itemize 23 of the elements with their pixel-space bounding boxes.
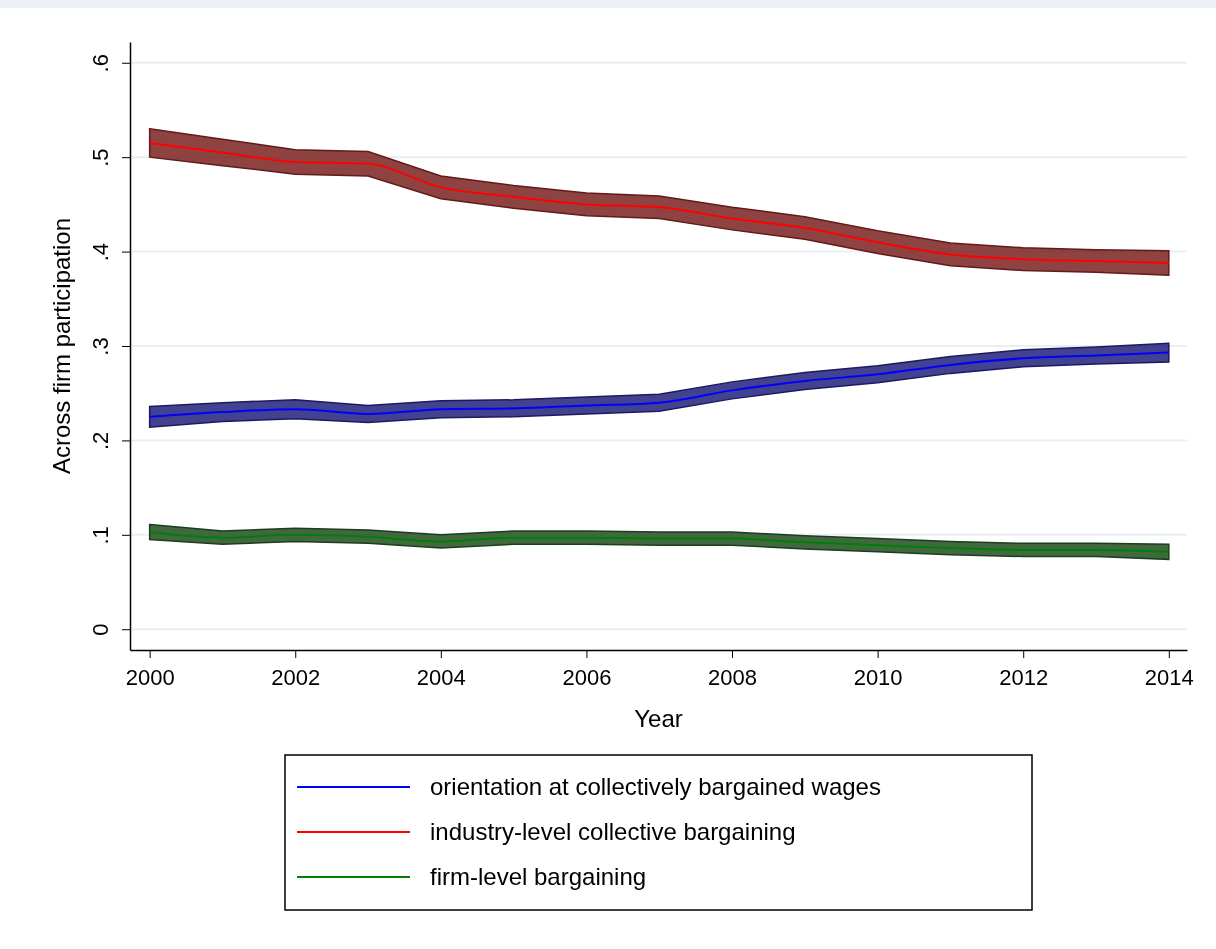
x-tick-label: 2006: [562, 665, 612, 691]
x-tick-label: 2000: [125, 665, 175, 691]
y-tick-label: .5: [88, 148, 113, 167]
x-tick-label: 2012: [999, 665, 1049, 691]
legend-label: orientation at collectively bargained wages: [430, 773, 881, 800]
line-series: [148, 351, 1170, 418]
x-axis-title: Year: [634, 705, 683, 732]
legend-label: firm-level bargaining: [430, 863, 647, 890]
y-axis-title: Across firm participation: [48, 217, 75, 475]
line-series: [148, 142, 1170, 264]
y-tick-label: .6: [88, 54, 113, 73]
y-tick-label: .4: [88, 242, 113, 262]
line-series: [148, 530, 1170, 553]
x-tick-label: 2002: [271, 665, 321, 691]
x-tick-label: 2008: [708, 665, 757, 691]
y-tick-label: .1: [88, 526, 113, 545]
x-tick-label: 2014: [1144, 665, 1194, 691]
y-tick-label: 0: [88, 623, 113, 636]
x-tick-label: 2010: [853, 665, 903, 691]
x-tick-label: 2004: [416, 665, 466, 691]
legend-label: industry-level collective bargaining: [430, 818, 796, 845]
y-tick-label: .3: [88, 337, 113, 356]
y-tick-label: .2: [88, 431, 113, 451]
